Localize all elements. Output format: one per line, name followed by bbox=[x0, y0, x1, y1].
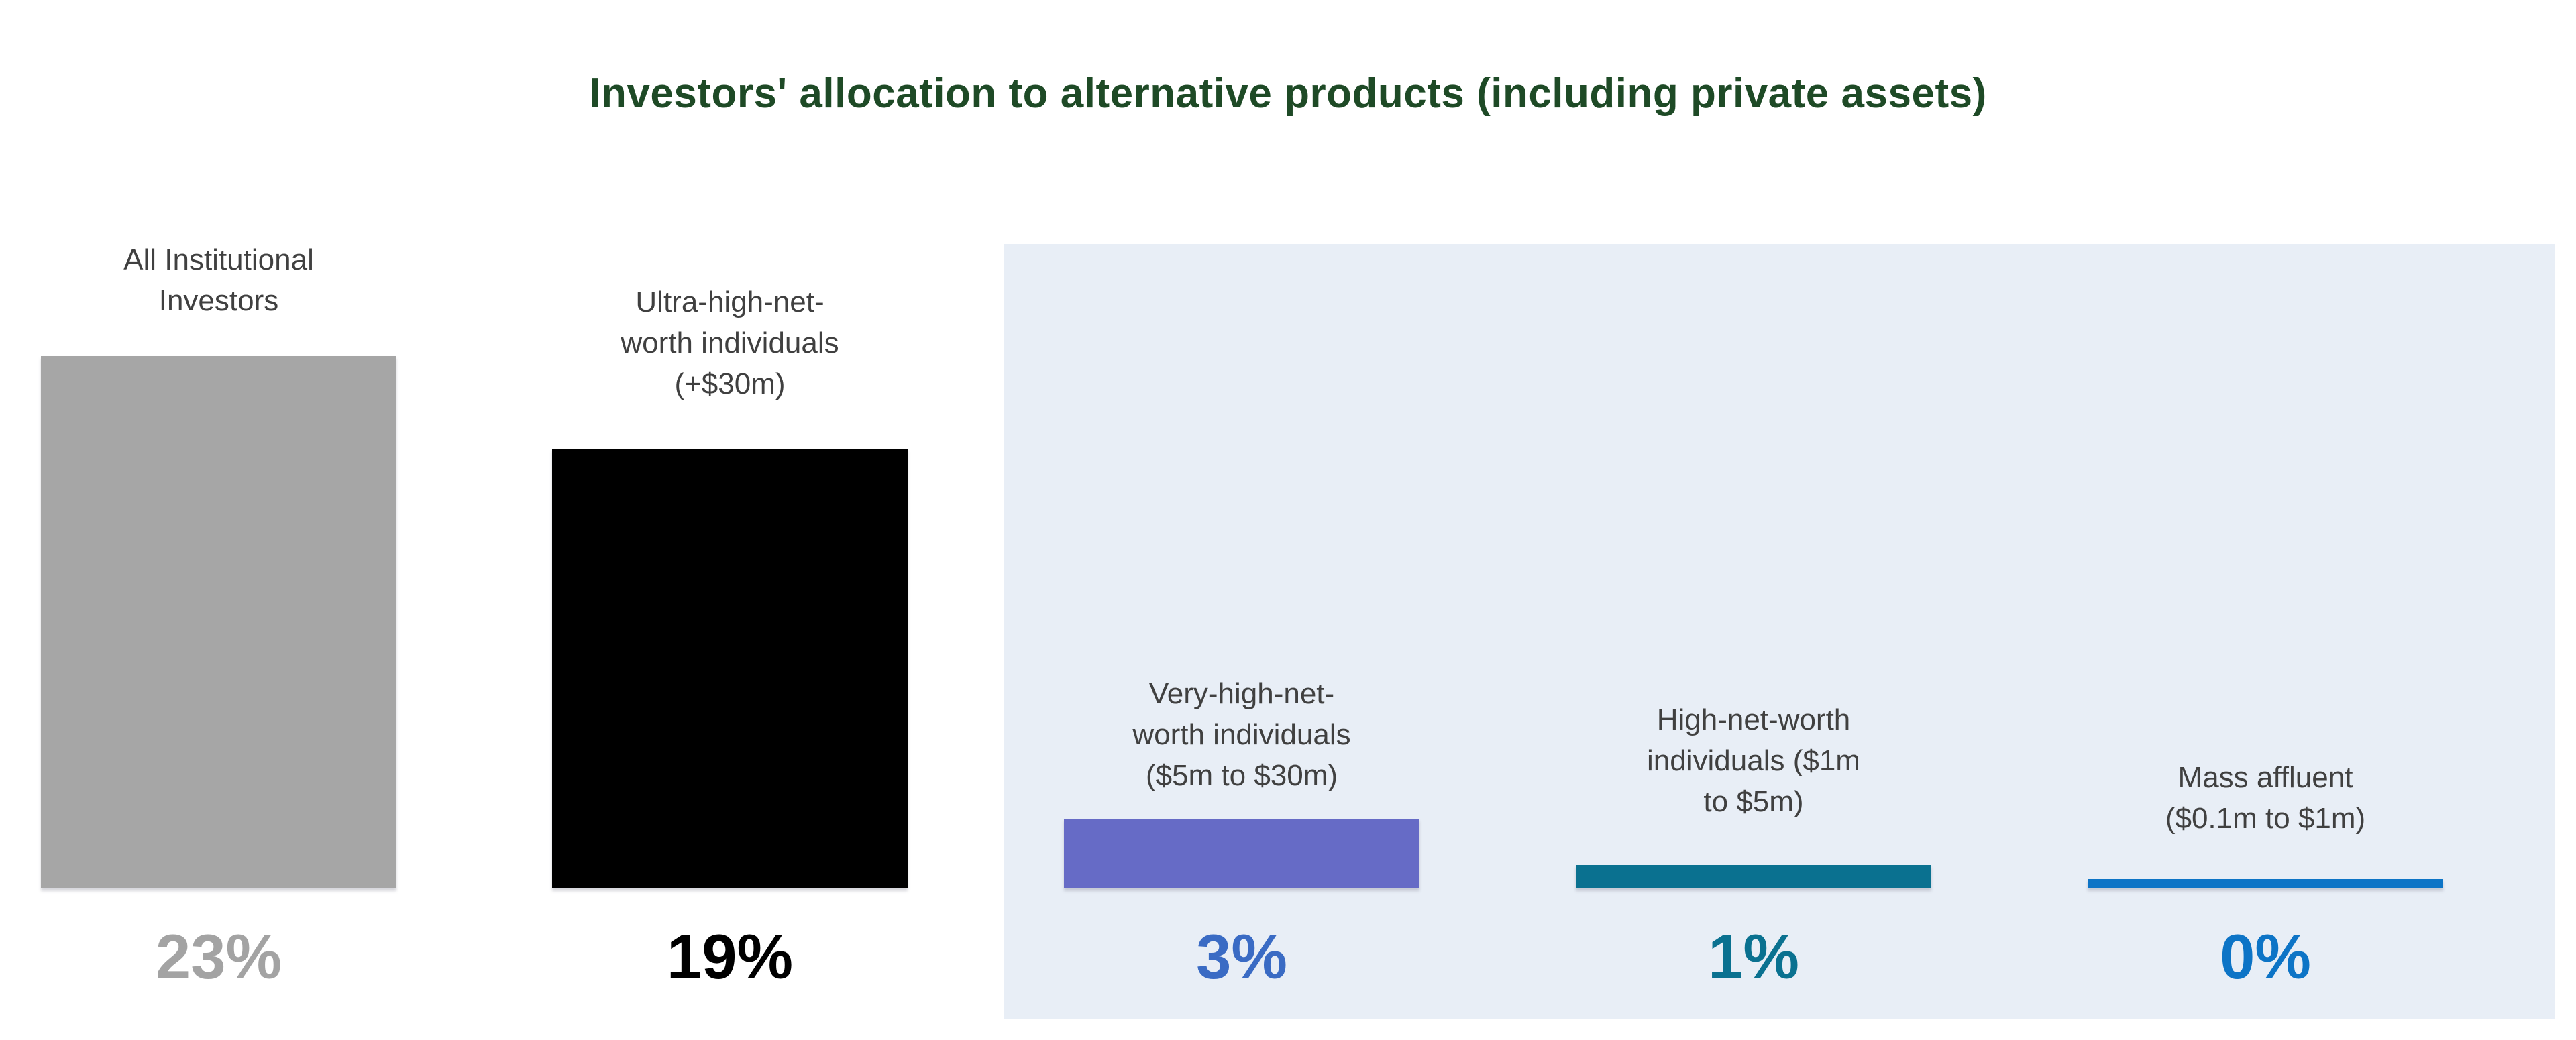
chart-title: Investors' allocation to alternative pro… bbox=[589, 70, 1987, 117]
value-label: 19% bbox=[666, 921, 794, 992]
category-label: Ultra-high-net- worth individuals (+$30m… bbox=[621, 286, 839, 400]
value-label: 1% bbox=[1708, 921, 1799, 992]
bar bbox=[1576, 865, 1931, 888]
category-label: High-net-worth individuals ($1m to $5m) bbox=[1647, 703, 1860, 818]
category-label: Mass affluent ($0.1m to $1m) bbox=[2165, 761, 2366, 835]
bar bbox=[2088, 879, 2443, 888]
value-label: 0% bbox=[2220, 921, 2311, 992]
bar bbox=[1064, 819, 1419, 888]
category-label: All Institutional Investors bbox=[123, 243, 314, 317]
value-label: 23% bbox=[155, 921, 282, 992]
bar bbox=[41, 356, 396, 888]
bar bbox=[552, 449, 908, 888]
value-label: 3% bbox=[1196, 921, 1287, 992]
retail-highlight-panel bbox=[1004, 244, 2555, 1019]
category-label: Very-high-net- worth individuals ($5m to… bbox=[1132, 677, 1351, 792]
